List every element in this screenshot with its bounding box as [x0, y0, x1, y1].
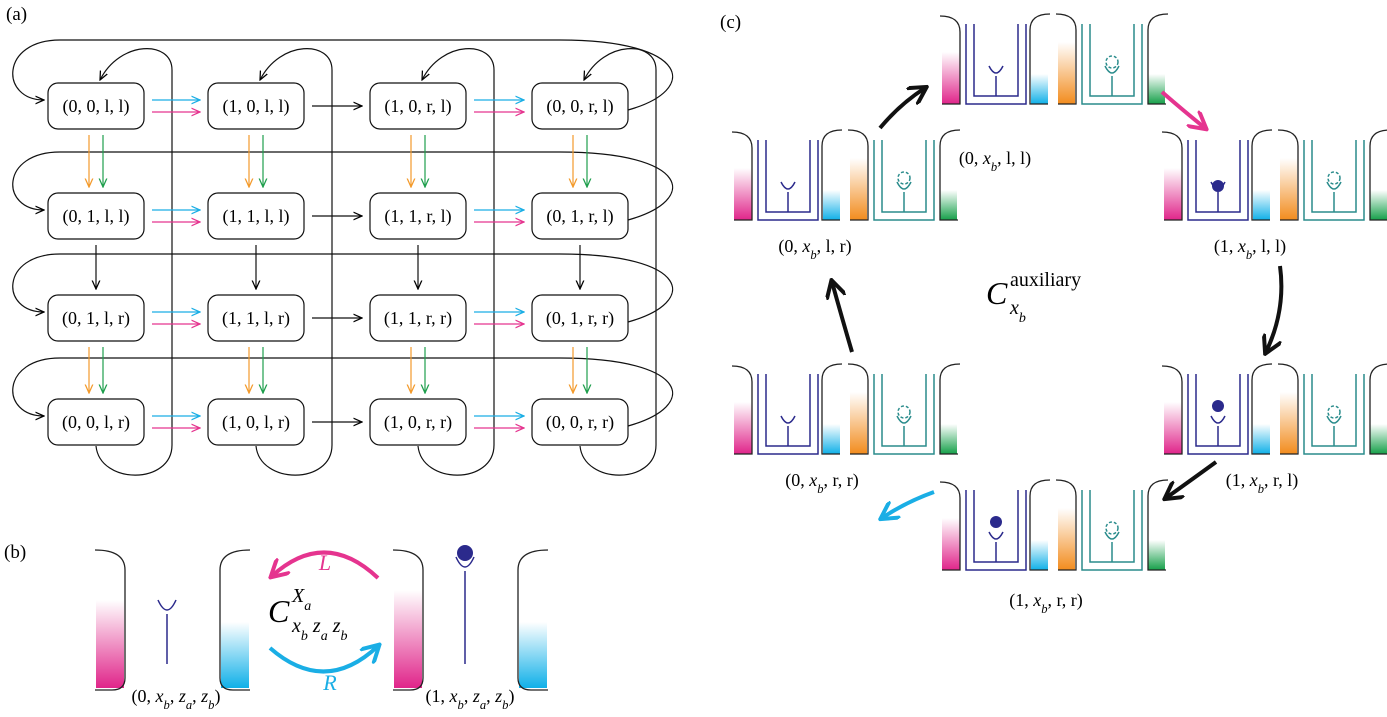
state-label: (1, 0, r, r) — [384, 412, 452, 433]
state-label: (1, xb, za, zb) — [426, 686, 515, 712]
operator-sub: xb — [1009, 297, 1026, 326]
state-label: (0, 1, l, r) — [62, 308, 130, 329]
state-label: (0, 1, r, l) — [546, 206, 613, 227]
operator-sub: xb za zb — [291, 615, 347, 644]
state-label: (1, 1, r, r) — [384, 308, 452, 329]
panel-label: (b) — [4, 542, 26, 563]
operator-sup: Xa — [291, 585, 311, 614]
state-label: (1, 0, l, r) — [222, 412, 290, 433]
state-label: (0, xb, l, r) — [778, 236, 851, 262]
state-label: (0, xb, l, l) — [959, 148, 1031, 174]
state-graph: (0, 0, l, l) (1, 0, l, l) (1, 0, r, l) (0, … — [48, 83, 628, 445]
figure: (a) (b) (c) (0, 0, l, l) (1, 0, l, l) (1, … — [0, 0, 1387, 717]
arrow-label: L — [318, 550, 331, 575]
state-label: (0, xb, r, r) — [785, 470, 859, 496]
state-label: (1, 0, l, l) — [223, 96, 290, 117]
panel-label: (c) — [720, 12, 741, 33]
arrow-label: R — [322, 670, 337, 695]
state-label: (0, xb, za, zb) — [132, 686, 221, 712]
state-label: (0, 1, l, l) — [63, 206, 130, 227]
state-label: (0, 1, r, r) — [546, 308, 614, 329]
state-label: (0, 0, r, l) — [546, 96, 613, 117]
operator-base: C — [986, 275, 1008, 311]
state-label: (1, xb, r, r) — [1009, 590, 1083, 616]
state-label: (1, 1, l, l) — [223, 206, 290, 227]
state-label: (1, 1, r, l) — [384, 206, 451, 227]
operator-sup: auxiliary — [1010, 269, 1081, 291]
state-label: (0, 0, r, r) — [546, 412, 614, 433]
panel-label: (a) — [6, 4, 27, 25]
state-label: (0, 0, l, r) — [62, 412, 130, 433]
state-label: (1, xb, l, l) — [1214, 236, 1286, 262]
state-label: (1, xb, r, l) — [1226, 470, 1299, 496]
state-label: (1, 1, l, r) — [222, 308, 290, 329]
operator-base: C — [268, 593, 290, 629]
state-label: (1, 0, r, l) — [384, 96, 451, 117]
state-label: (0, 0, l, l) — [63, 96, 130, 117]
